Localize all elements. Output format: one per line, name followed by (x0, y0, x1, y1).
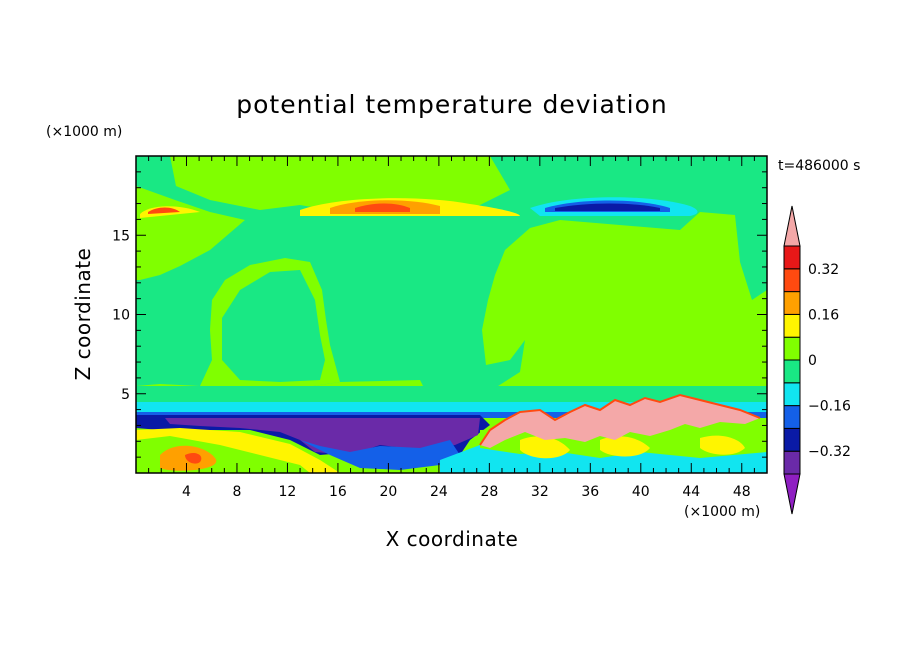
x-tick-label: 40 (632, 484, 650, 500)
x-unit-label: (×1000 m) (684, 504, 760, 520)
x-tick-label: 8 (232, 484, 241, 500)
field-plume-red-rim (479, 393, 761, 446)
field-lens-left-red (148, 207, 180, 214)
colorbar-tick-label: 0.16 (808, 307, 839, 323)
y-axis: 5 10 15 (112, 171, 767, 458)
colorbar-bin (783, 450, 801, 475)
time-label: t=486000 s (778, 158, 860, 174)
colorbar-bin (783, 313, 801, 338)
field-plume-pink (480, 395, 760, 448)
y-unit-label: (×1000 m) (46, 124, 122, 140)
chart-title: potential temperature deviation (236, 90, 667, 119)
x-axis-label: X coordinate (386, 527, 519, 551)
field-region-cool-column (222, 270, 325, 382)
colorbar-tick-label: 0.32 (808, 262, 839, 278)
x-tick-label: 28 (480, 484, 498, 500)
field-lower-yellow-right (520, 435, 745, 459)
field-lower-red (185, 452, 202, 464)
x-tick-label: 20 (379, 484, 397, 500)
colorbar-tick-label: 0 (808, 353, 817, 369)
x-tick-label: 12 (279, 484, 297, 500)
colorbar: 0.32 0.16 0 −0.16 −0.32 (783, 205, 851, 515)
x-tick-label: 4 (182, 484, 191, 500)
x-tick-label: 44 (682, 484, 700, 500)
colorbar-tick-label: −0.16 (808, 399, 851, 415)
x-tick-label: 24 (430, 484, 448, 500)
colorbar-min-extend (783, 473, 801, 515)
y-tick-label: 10 (112, 308, 130, 324)
colorbar-bin (783, 336, 801, 361)
x-tick-label: 36 (581, 484, 599, 500)
field-pool-purple (165, 418, 480, 455)
colorbar-max-extend (783, 205, 801, 247)
field-pool-blue (300, 440, 460, 470)
colorbar-bin (783, 427, 801, 452)
y-tick-label: 15 (112, 228, 130, 244)
x-tick-label: 16 (329, 484, 347, 500)
colorbar-bin (783, 382, 801, 407)
colorbar-bin (783, 245, 801, 270)
contour-field (136, 156, 767, 473)
colorbar-tick-label: −0.32 (808, 444, 851, 460)
y-axis-label: Z coordinate (71, 248, 95, 381)
x-axis: 4 8 12 16 20 24 28 32 36 40 44 48 (148, 156, 755, 500)
field-lens-navy (555, 203, 660, 211)
colorbar-bin (783, 405, 801, 429)
field-band-green-edge (136, 386, 767, 402)
colorbar-bin (783, 268, 801, 293)
y-tick-label: 5 (121, 387, 130, 403)
colorbar-bin (783, 291, 801, 315)
colorbar-bin (783, 359, 801, 384)
field-lens-red (355, 203, 410, 212)
x-tick-label: 32 (531, 484, 549, 500)
x-tick-label: 48 (733, 484, 751, 500)
